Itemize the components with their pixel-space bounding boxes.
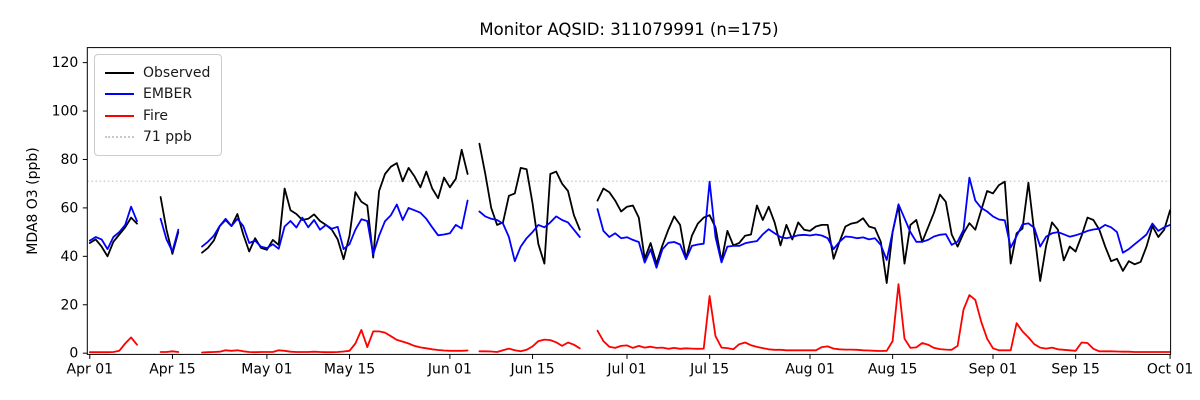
- legend-item-fire: Fire: [105, 105, 210, 127]
- fire-line: [88, 336, 138, 354]
- observed-line: [478, 142, 581, 265]
- x-tick-label: Apr 15: [149, 361, 195, 377]
- x-tick-label: Jun 15: [509, 361, 554, 377]
- y-tick-label: 60: [60, 200, 78, 216]
- observed-line-swatch: [105, 71, 134, 74]
- y-tick-label: 20: [60, 297, 78, 313]
- x-tick-label: Apr 01: [67, 361, 113, 377]
- x-tick-label: Jul 15: [689, 361, 729, 377]
- observed-line: [201, 148, 469, 261]
- fire-line-swatch: [105, 114, 134, 117]
- y-tick-label: 120: [52, 55, 79, 71]
- legend-label-fire: Fire: [143, 107, 168, 124]
- ember-line: [159, 217, 180, 253]
- fire-line: [478, 338, 581, 353]
- fire-line: [159, 350, 180, 353]
- legend: Observed EMBER Fire 71 ppb: [94, 54, 223, 156]
- x-tick-label: Aug 01: [785, 361, 835, 377]
- y-tick-label: 0: [69, 346, 78, 362]
- y-axis-label: MDA8 O3 (ppb): [25, 147, 41, 255]
- ember-line: [478, 210, 581, 263]
- legend-label-threshold: 71 ppb: [143, 129, 192, 146]
- fire-line: [596, 283, 1171, 353]
- legend-item-observed: Observed: [105, 62, 210, 84]
- y-tick-label: 40: [60, 249, 78, 265]
- observed-line: [88, 216, 138, 258]
- chart-title: Monitor AQSID: 311079991 (n=175): [479, 20, 779, 39]
- observed-line: [596, 180, 1171, 284]
- fire-line: [201, 328, 469, 354]
- x-tick-label: Jun 01: [427, 361, 472, 377]
- plot-border: [86, 47, 1172, 355]
- x-tick-label: May 01: [241, 361, 292, 377]
- x-tick-label: Aug 15: [868, 361, 918, 377]
- x-tick-label: Oct 01: [1147, 361, 1193, 377]
- y-tick-label: 100: [52, 104, 79, 120]
- ember-line: [88, 205, 138, 251]
- legend-item-ember: EMBER: [105, 84, 210, 106]
- ember-line: [201, 199, 469, 256]
- legend-label-ember: EMBER: [143, 86, 193, 103]
- ember-line-swatch: [105, 93, 134, 96]
- x-tick-label: Sep 15: [1051, 361, 1100, 377]
- legend-label-observed: Observed: [143, 64, 211, 81]
- x-tick-label: May 15: [324, 361, 375, 377]
- threshold-line-swatch: [105, 136, 134, 139]
- legend-item-threshold: 71 ppb: [105, 127, 210, 149]
- y-tick-label: 80: [60, 152, 78, 168]
- ember-line: [596, 176, 1171, 269]
- x-tick-label: Sep 01: [969, 361, 1018, 377]
- x-tick-label: Jul 01: [606, 361, 646, 377]
